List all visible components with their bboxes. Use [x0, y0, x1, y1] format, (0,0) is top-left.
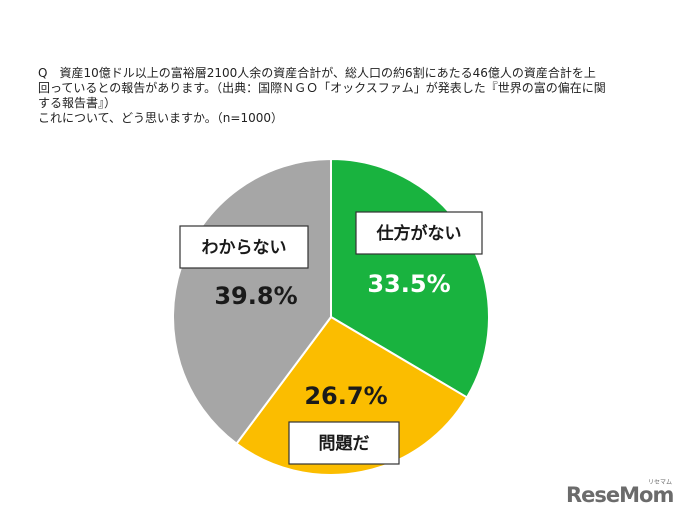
resemom-logo: ReseMom リセマム — [566, 479, 674, 507]
slice-value: 33.5% — [367, 270, 450, 298]
question-line: Q 資産10億ドル以上の富裕層2100人余の資産合計が、総人口の約6割にあたる4… — [38, 66, 596, 80]
slice-label: 仕方がない — [376, 223, 462, 244]
slice-value: 39.8% — [214, 282, 297, 310]
logo-kana: リセマム — [648, 479, 673, 486]
slice-value: 26.7% — [304, 382, 387, 410]
logo-text: ReseMom — [566, 483, 674, 507]
question-line: 回っているとの報告があります。（出典：国際ＮＧＯ「オックスファム」が発表した『世… — [38, 81, 606, 95]
slice-label-box — [355, 211, 483, 255]
slice-label-box — [288, 421, 400, 465]
slice-label-box — [179, 225, 309, 269]
question-text: Q 資産10億ドル以上の富裕層2100人余の資産合計が、総人口の約6割にあたる4… — [38, 66, 638, 126]
question-line: これについて、どう思いますか。（n=1000） — [38, 111, 284, 125]
slice-label: わからない — [202, 238, 287, 258]
question-line: する報告書』） — [38, 96, 117, 110]
slice-label: 問題だ — [319, 434, 370, 454]
